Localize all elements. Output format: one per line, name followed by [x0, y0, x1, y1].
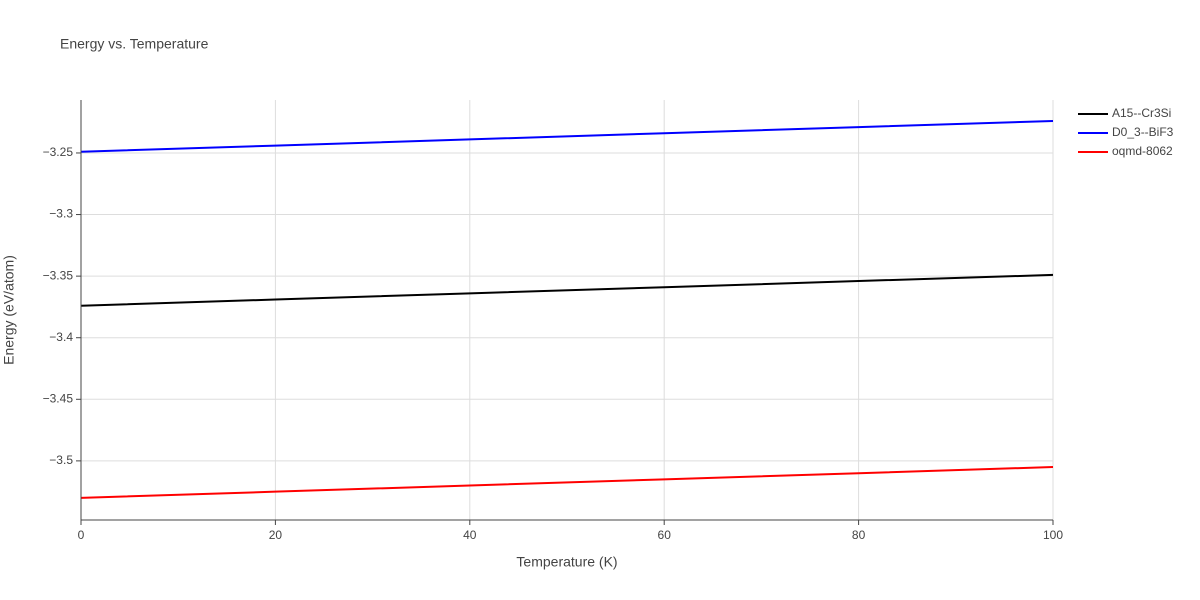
y-tick-label: −3.35 — [43, 268, 74, 282]
line-series — [80, 466, 1054, 499]
x-tick-label: 40 — [463, 528, 477, 542]
x-tick-label: 80 — [852, 528, 866, 542]
y-tick-label: −3.3 — [49, 207, 73, 221]
legend-label: A15--Cr3Si — [1112, 106, 1171, 120]
y-tick-label: −3.4 — [49, 330, 73, 344]
x-tick-label: 0 — [78, 528, 85, 542]
y-tick-label: −3.5 — [49, 453, 73, 467]
legend-label: D0_3--BiF3 — [1112, 125, 1174, 139]
y-tick-label: −3.45 — [43, 391, 74, 405]
legend-label: oqmd-8062 — [1112, 144, 1173, 158]
line-series — [80, 119, 1054, 153]
x-axis-label: Temperature (K) — [516, 554, 617, 570]
chart-title: Energy vs. Temperature — [60, 36, 209, 52]
y-tick-label: −3.25 — [43, 145, 74, 159]
x-tick-label: 20 — [269, 528, 283, 542]
x-tick-label: 100 — [1043, 528, 1063, 542]
legend: A15--Cr3Si D0_3--BiF3 oqmd-8062 — [1078, 106, 1174, 158]
y-axis-label: Energy (eV/atom) — [1, 255, 17, 365]
line-series — [80, 273, 1054, 307]
x-tick-label: 60 — [658, 528, 672, 542]
